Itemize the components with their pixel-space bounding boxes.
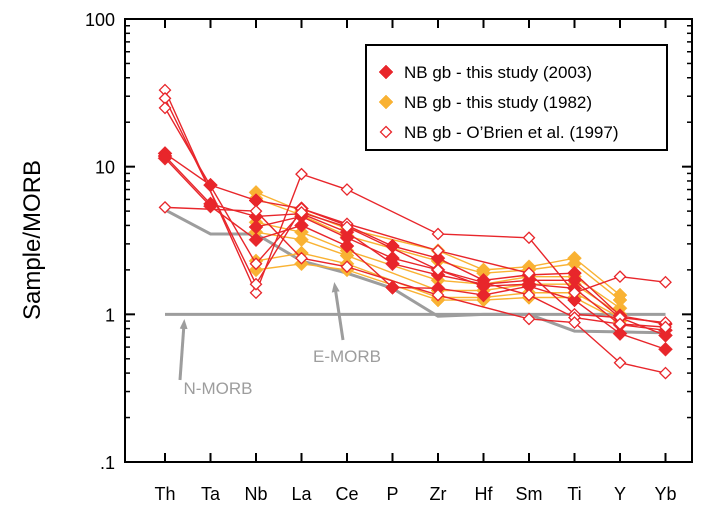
y-tick-label: 100 [85, 10, 115, 30]
e-morb-arrow [331, 282, 345, 341]
nb-gb-o-brien-et-al-1997-point [249, 277, 263, 291]
nb-gb-o-brien-et-al-1997-point [249, 204, 263, 218]
y-tick-label: 10 [95, 158, 115, 178]
y-tick-label: 1 [105, 305, 115, 325]
nb-gb-o-brien-et-al-1997-point [522, 312, 536, 326]
x-tick-label-hf: Hf [475, 484, 494, 504]
x-tick-label-nb: Nb [244, 484, 267, 504]
nb-gb-o-brien-et-al-1997-point [158, 200, 172, 214]
nb-gb-this-study-1982-series-1-line [255, 191, 621, 296]
nb-gb-o-brien-et-al-1997-point [431, 227, 445, 241]
nb-gb-this-study-2003-point [385, 250, 400, 266]
nb-gb-o-brien-et-al-1997-point [295, 251, 308, 265]
plot-frame [124, 18, 693, 463]
n-morb-annotation: N-MORB [184, 379, 253, 398]
nb-gb-o-brien-et-al-1997-point [431, 288, 445, 302]
nb-gb-this-study-1982-series-2-line [255, 197, 621, 301]
nb-gb-o-brien-et-al-1997-point [568, 316, 581, 329]
x-tick-label-th: Th [154, 484, 175, 504]
nb-gb-this-study-2003-point [248, 232, 264, 248]
nb-gb-o-brien-et-al-1997-point [158, 101, 172, 115]
nb-gb-o-brien-et-al-1997-point [522, 288, 536, 302]
nb-gb-this-study-2003-series-2-line [164, 155, 666, 337]
x-tick-label-la: La [291, 484, 312, 504]
nb-gb-this-study-2003-point [248, 219, 264, 235]
y-tick-label: .1 [100, 453, 115, 473]
nb-gb-this-study-2003-series-3-line [164, 157, 666, 350]
x-tick-label-ce: Ce [335, 484, 358, 504]
nb-gb-this-study-2003-point [339, 230, 355, 246]
nb-gb-o-brien-et-al-1997-point [659, 275, 672, 289]
nb-gb-o-brien-et-al-1997-point [522, 266, 536, 280]
nb-gb-o-brien-et-al-1997-point [568, 286, 581, 300]
nb-gb-o-brien-et-al-1997-point [613, 356, 627, 370]
n-morb-arrow [178, 319, 188, 381]
nb-gb-o-brien-et-al-1997-point [295, 167, 308, 181]
x-tick-label-yb: Yb [654, 484, 676, 504]
nb-gb-this-study-1982-series-3-line [255, 221, 621, 309]
nb-gb-o-brien-et-al-1997-point [613, 270, 627, 284]
nb-gb-this-study-1982-series-5-line [255, 252, 621, 319]
nb-gb-this-study-2003-point [476, 287, 491, 303]
legend: NB gb - this study (2003) NB gb - this st… [365, 44, 668, 151]
nb-gb-o-brien-et-al-1997-point [249, 286, 263, 300]
nb-gb-this-study-2003-point [294, 218, 309, 233]
nb-gb-this-study-2003-series-4-line [255, 215, 666, 331]
legend-box [365, 44, 668, 151]
nb-gb-this-study-2003-point [339, 238, 355, 254]
nb-gb-o-brien-et-al-1997-point [340, 220, 354, 234]
nb-gb-o-brien-et-al-1997-point [340, 183, 354, 196]
nb-gb-this-study-2003-point [385, 280, 400, 295]
legend-marker-nb-gb-this-study-1982 [378, 94, 394, 110]
nb-gb-this-study-2003-point [567, 292, 582, 308]
legend-marker-nb-gb-o-brien-et-al-1997 [379, 125, 393, 139]
nb-gb-this-study-2003-point [157, 150, 173, 166]
y-axis-label: Sample/MORB [19, 160, 46, 320]
legend-label-nb-gb-o-brien-et-al-1997: NB gb - O’Brien et al. (1997) [404, 123, 618, 142]
nb-gb-this-study-2003-point [658, 341, 673, 357]
nb-gb-o-brien-et-al-1997-point [295, 205, 308, 219]
x-tick-label-ti: Ti [567, 484, 581, 504]
legend-marker-nb-gb-this-study-2003 [378, 64, 394, 80]
legend-label-nb-gb-this-study-2003: NB gb - this study (2003) [404, 63, 592, 82]
nb-gb-o-brien-et-al-1997-point [522, 231, 536, 245]
e-morb-annotation: E-MORB [313, 347, 381, 366]
nb-gb-o-brien-et-al-1997-point [249, 257, 263, 271]
x-tick-label-ta: Ta [201, 484, 221, 504]
x-tick-label-y: Y [614, 484, 626, 504]
nb-gb-this-study-2003-series-1-line [164, 152, 666, 325]
nb-gb-o-brien-et-al-1997-point [431, 244, 445, 258]
nb-gb-o-brien-et-al-1997-point [613, 317, 627, 331]
x-tick-label-zr: Zr [430, 484, 447, 504]
nb-gb-o-brien-et-al-1997-series-4-line [164, 206, 666, 374]
nb-gb-o-brien-et-al-1997-point [431, 263, 445, 277]
nb-gb-this-study-2003-point [612, 326, 628, 341]
nb-gb-o-brien-et-al-1997-point [659, 320, 672, 334]
x-tick-label-p: P [386, 484, 398, 504]
x-tick-label-sm: Sm [516, 484, 543, 504]
legend-label-nb-gb-this-study-1982: NB gb - this study (1982) [404, 93, 592, 112]
nb-gb-o-brien-et-al-1997-point [659, 366, 672, 380]
nb-gb-o-brien-et-al-1997-point [340, 260, 354, 274]
